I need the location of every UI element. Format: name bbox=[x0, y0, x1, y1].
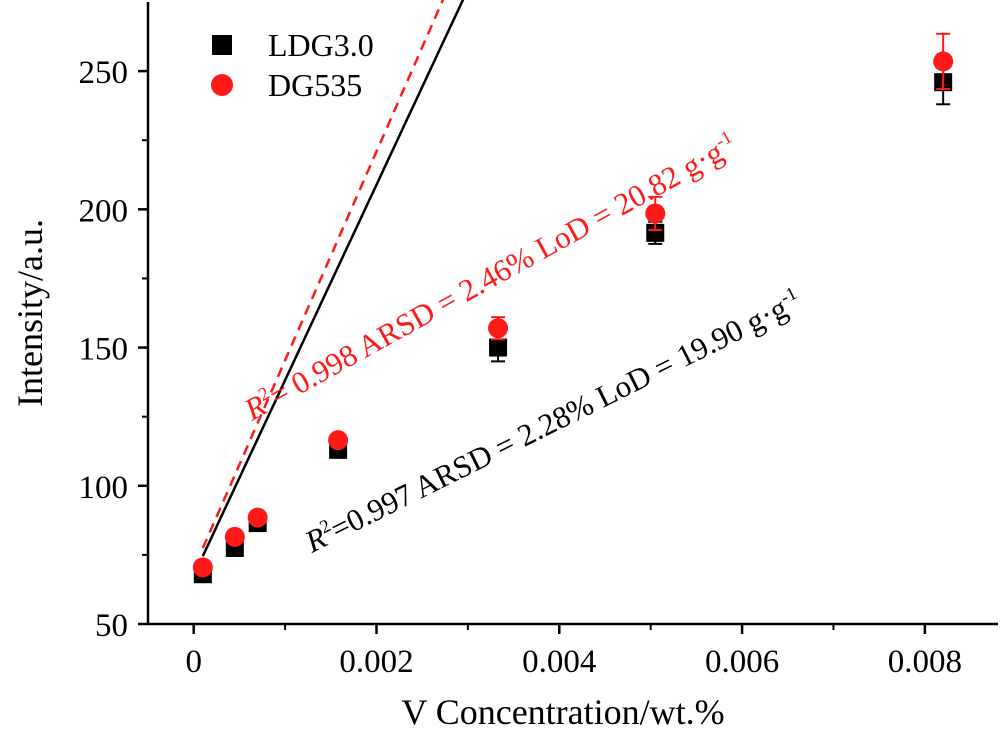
y-tick-label: 250 bbox=[79, 55, 129, 91]
fit-curve-ldg3.0 bbox=[201, 0, 465, 557]
data-point-dg535 bbox=[933, 51, 954, 72]
legend-marker-dg535 bbox=[211, 74, 233, 96]
data-point-dg535 bbox=[645, 203, 666, 224]
fit-curves bbox=[201, 0, 465, 557]
legend-label-dg535: DG535 bbox=[268, 67, 362, 103]
x-tick-label: 0.006 bbox=[705, 644, 779, 680]
data-point-ldg3.0 bbox=[646, 223, 665, 242]
data-points bbox=[192, 32, 954, 584]
y-tick-label: 100 bbox=[79, 470, 129, 506]
y-tick-label: 150 bbox=[79, 332, 129, 368]
data-point-dg535 bbox=[192, 557, 213, 578]
legend: LDG3.0 DG535 bbox=[211, 27, 374, 103]
data-point-dg535 bbox=[488, 318, 509, 339]
x-tick-label: 0 bbox=[185, 644, 202, 680]
y-tick-label: 50 bbox=[95, 608, 128, 644]
x-tick-label: 0.002 bbox=[339, 644, 413, 680]
data-point-ldg3.0 bbox=[489, 338, 508, 357]
fit-curve-dg535 bbox=[201, 0, 445, 549]
data-point-dg535 bbox=[224, 526, 245, 547]
x-axis-label: V Concentration/wt.% bbox=[401, 692, 724, 732]
y-axis-label: Intensity/a.u. bbox=[10, 219, 50, 407]
legend-label-ldg3.0: LDG3.0 bbox=[268, 27, 374, 63]
x-tick-label: 0.008 bbox=[888, 644, 962, 680]
axes: 0 0.002 0.004 0.006 0.008 50 100 150 200 250 bbox=[79, 2, 998, 680]
y-tick-label: 200 bbox=[79, 193, 129, 229]
legend-marker-ldg3.0 bbox=[212, 35, 232, 55]
data-point-dg535 bbox=[328, 430, 349, 451]
fit-annotations: R2=0.997 ARSD = 2.28% LoD = 19.90 g·g-1R… bbox=[238, 127, 801, 560]
data-point-dg535 bbox=[247, 507, 268, 528]
x-tick-label: 0.004 bbox=[522, 644, 596, 680]
